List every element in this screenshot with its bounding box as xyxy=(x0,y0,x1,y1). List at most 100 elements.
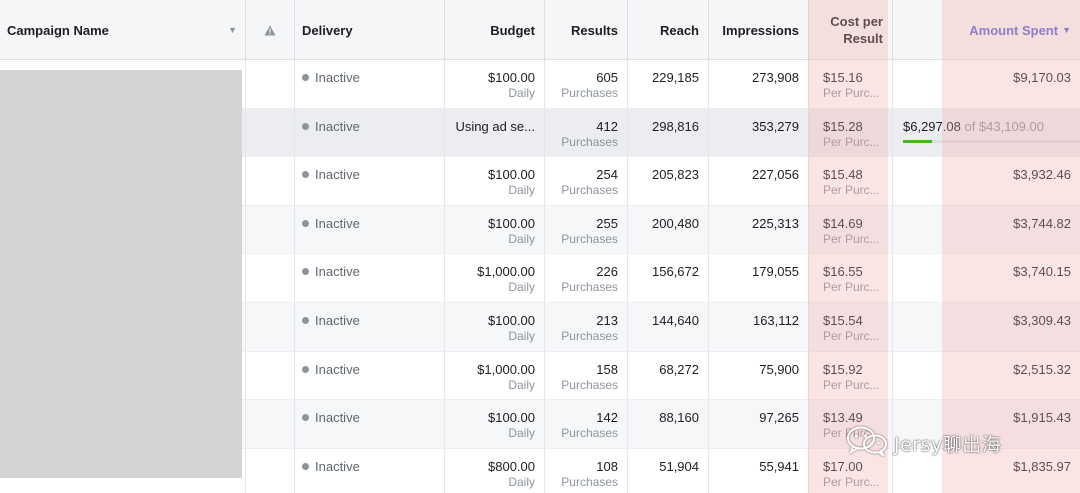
column-header-impressions[interactable]: Impressions xyxy=(709,0,809,60)
delivery-status-label: Inactive xyxy=(315,361,360,377)
amount-cell: $3,932.46 xyxy=(893,157,1080,205)
inactive-dot-icon xyxy=(302,219,309,227)
table-row[interactable]: Inactive $100.00 Daily 605 Purchases 229,185 2… xyxy=(0,60,1080,109)
name-cell[interactable] xyxy=(0,303,246,351)
delivery-status-label: Inactive xyxy=(315,118,360,134)
table-row[interactable]: Inactive $100.00 Daily 254 Purchases 205,823 2… xyxy=(0,157,1080,206)
name-cell[interactable] xyxy=(0,351,246,400)
watermark: Jersy聊出海 xyxy=(846,426,1001,460)
cost-per-result-type: Per Purc... xyxy=(823,231,880,246)
budget-header-label: Budget xyxy=(490,22,535,38)
sort-descending-icon[interactable]: ▼ xyxy=(1062,25,1071,35)
budget-value: $100.00 xyxy=(488,70,535,85)
delivery-status: Inactive xyxy=(302,216,360,231)
inactive-dot-icon xyxy=(302,414,309,422)
reach-value: 144,640 xyxy=(652,313,699,328)
budget-type: Daily xyxy=(508,231,535,246)
budget-cell: $800.00 Daily xyxy=(445,448,545,493)
reach-value: 51,904 xyxy=(659,458,699,474)
amount-cell: $3,740.15 xyxy=(893,254,1080,302)
campaign-name-header-label: Campaign Name xyxy=(7,22,109,38)
reach-cell: 68,272 xyxy=(628,351,709,400)
impressions-value: 163,112 xyxy=(752,313,799,328)
warn-cell xyxy=(246,400,295,448)
column-header-warnings[interactable] xyxy=(246,0,295,60)
delivery-status-label: Inactive xyxy=(315,167,360,183)
reach-cell: 88,160 xyxy=(628,400,709,448)
name-cell[interactable] xyxy=(0,400,246,448)
results-type: Purchases xyxy=(561,426,618,441)
delivery-status: Inactive xyxy=(302,70,360,85)
cpr-cell: $16.55 Per Purc... xyxy=(809,254,893,302)
column-header-results[interactable]: Results xyxy=(545,0,628,60)
cost-per-result-value: $13.49 xyxy=(823,410,863,426)
budget-cell: $1,000.00 Daily xyxy=(445,254,545,302)
name-cell[interactable] xyxy=(0,254,246,302)
delivery-cell: Inactive xyxy=(295,205,445,254)
name-cell[interactable] xyxy=(0,108,246,157)
results-type: Purchases xyxy=(561,86,618,100)
budget-value: $1,000.00 xyxy=(477,361,535,377)
inactive-dot-icon xyxy=(302,317,309,324)
cost-per-result-value: $16.55 xyxy=(823,264,863,280)
warn-cell xyxy=(246,303,295,351)
results-header-label: Results xyxy=(571,22,618,38)
delivery-status-label: Inactive xyxy=(315,313,360,328)
results-type: Purchases xyxy=(561,329,618,343)
reach-value: 200,480 xyxy=(652,215,699,231)
delivery-cell: Inactive xyxy=(295,400,445,448)
warning-icon xyxy=(246,25,294,36)
cost-per-result-type: Per Purc... xyxy=(823,280,880,295)
delivery-status-label: Inactive xyxy=(315,70,360,85)
budget-type: Daily xyxy=(508,86,535,100)
cost-per-result-type: Per Purc... xyxy=(823,329,880,343)
reach-header-label: Reach xyxy=(659,22,699,38)
results-type: Purchases xyxy=(561,134,618,149)
impressions-value: 227,056 xyxy=(752,167,799,183)
column-header-campaign-name[interactable]: Campaign Name ▼ xyxy=(0,0,246,60)
impressions-value: 75,900 xyxy=(759,361,799,377)
name-cell[interactable] xyxy=(0,157,246,205)
table-row[interactable]: Inactive $1,000.00 Daily 226 Purchases 156,67… xyxy=(0,254,1080,303)
budget-value: Using ad se... xyxy=(455,118,536,134)
cost-per-result-type: Per Purc... xyxy=(823,183,880,198)
delivery-status: Inactive xyxy=(302,313,360,328)
cost-per-result-type: Per Purc... xyxy=(823,377,880,392)
name-cell[interactable] xyxy=(0,205,246,254)
delivery-status-label: Inactive xyxy=(315,215,360,231)
budget-cell: $100.00 Daily xyxy=(445,205,545,254)
results-cell: 412 Purchases xyxy=(545,108,628,157)
chevron-down-icon[interactable]: ▼ xyxy=(228,25,237,35)
name-cell[interactable] xyxy=(0,60,246,108)
cost-per-result-header-line1: Cost per xyxy=(830,14,883,29)
impressions-cell: 75,900 xyxy=(709,351,809,400)
cpr-cell: $14.69 Per Purc... xyxy=(809,205,893,254)
inactive-dot-icon xyxy=(302,365,309,373)
campaign-names-redacted xyxy=(0,70,242,478)
column-header-delivery[interactable]: Delivery xyxy=(295,0,445,60)
budget-cell: $100.00 Daily xyxy=(445,157,545,205)
results-type: Purchases xyxy=(561,474,618,489)
budget-type: Daily xyxy=(508,426,535,441)
budget-value: $1,000.00 xyxy=(477,264,535,280)
reach-cell: 200,480 xyxy=(628,205,709,254)
reach-cell: 144,640 xyxy=(628,303,709,351)
amount-spent-progress-text: $6,297.08 of $43,109.00 xyxy=(903,119,1044,134)
column-header-reach[interactable]: Reach xyxy=(628,0,709,60)
table-row[interactable]: Inactive $1,000.00 Daily 158 Purchases 68,272… xyxy=(0,351,1080,401)
budget-cell: $100.00 Daily xyxy=(445,303,545,351)
reach-value: 156,672 xyxy=(652,264,699,280)
column-header-budget[interactable]: Budget xyxy=(445,0,545,60)
warn-cell xyxy=(246,254,295,302)
name-cell[interactable] xyxy=(0,448,246,493)
column-header-amount-spent[interactable]: Amount Spent ▼ xyxy=(893,0,1080,60)
inactive-dot-icon xyxy=(302,171,309,179)
results-type: Purchases xyxy=(561,280,618,295)
results-cell: 255 Purchases xyxy=(545,205,628,254)
results-value: 412 xyxy=(596,118,618,134)
column-header-cost-per-result[interactable]: Cost per Result xyxy=(809,0,893,60)
inactive-dot-icon xyxy=(302,268,309,276)
amount-spent-value: $3,309.43 xyxy=(1013,313,1071,328)
results-value: 254 xyxy=(596,167,618,183)
table-row[interactable]: Inactive $800.00 Daily 108 Purchases 51,904 55… xyxy=(0,448,1080,493)
